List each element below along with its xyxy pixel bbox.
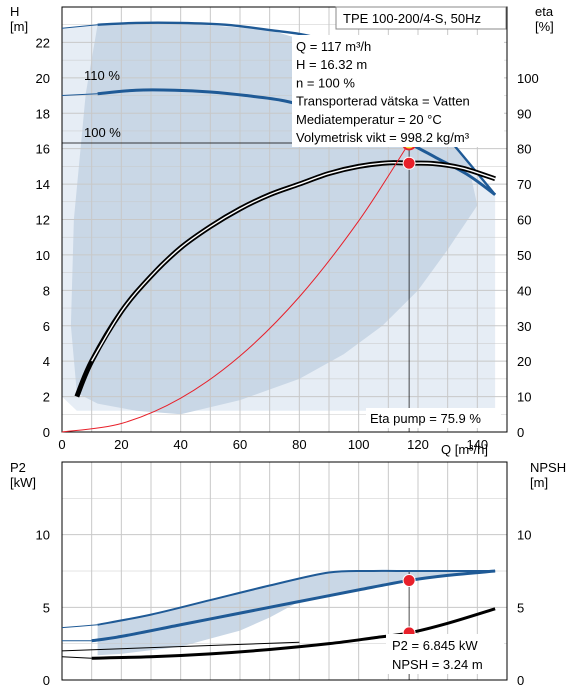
npsh-curve-upper	[61, 641, 300, 652]
power-info-line: NPSH = 3.24 m	[392, 657, 483, 672]
p2-curve-110-ext	[61, 624, 98, 629]
plot-frame-bottom	[61, 461, 508, 681]
y-axis-label-p2: P2 [kW]	[10, 460, 36, 490]
eta-point-marker	[402, 156, 416, 170]
y-tick-label-right: 60	[517, 213, 531, 228]
x-tick-label: 100	[348, 437, 370, 452]
duty-info-line: Mediatemperatur = 20 °C	[296, 112, 442, 127]
y-tick-label-left: 0	[43, 425, 50, 440]
y-tick-label-right: 20	[517, 354, 531, 369]
duty-info-line: Q = 117 m³/h	[296, 39, 371, 54]
power-info-box: P2 = 6.845 kW NPSH = 3.24 m	[386, 634, 504, 674]
x-tick-label: 40	[173, 437, 187, 452]
y-axis-label-eta: eta [%]	[535, 4, 554, 34]
x-tick-label: 80	[292, 437, 306, 452]
power-npsh-panel: 0 5 10 0 5 10	[36, 461, 531, 688]
duty-info-line: n = 100 %	[296, 75, 355, 90]
system-curve	[61, 142, 410, 433]
duty-info-bg	[292, 35, 504, 147]
y-tick-label-left: 10	[36, 528, 50, 543]
y-tick-label-right: 0	[517, 425, 524, 440]
y-tick-label-right: 70	[517, 177, 531, 192]
y-tick-label-left: 5	[43, 600, 50, 615]
p2-curve-100	[91, 569, 496, 643]
y-tick-label-left: 6	[43, 319, 50, 334]
y-tick-label-left: 12	[36, 213, 50, 228]
x-tick-label: 20	[114, 437, 128, 452]
x-axis-label-q: Q [m³/h]	[441, 442, 488, 457]
y-tick-label-right: 90	[517, 106, 531, 121]
y-tick-label-left: 4	[43, 354, 50, 369]
y-axis-label-npsh: NPSH [m]	[530, 460, 566, 490]
duty-info-line: H = 16.32 m	[296, 57, 367, 72]
y-tick-label-left: 18	[36, 106, 50, 121]
npsh-curve	[91, 607, 496, 660]
y-tick-label-right: 10	[517, 390, 531, 405]
y-tick-label-right: 0	[517, 673, 524, 688]
y-axis-label-h: H [m]	[10, 4, 28, 34]
p2-curve-110	[97, 569, 496, 626]
y-tick-label-right: 100	[517, 71, 539, 86]
y-tick-label-left: 14	[36, 177, 50, 192]
y-tick-label-left: 16	[36, 142, 50, 157]
power-info-bg	[386, 634, 504, 674]
chart-title: TPE 100-200/4-S, 50Hz	[343, 11, 481, 26]
curve-110-ext	[61, 24, 98, 29]
p2-point-marker	[402, 574, 416, 588]
x-tick-label: 140	[466, 437, 488, 452]
curve-100-ext	[61, 93, 98, 97]
x-tick-label: 60	[233, 437, 247, 452]
duty-info-line: Transporterad vätska = Vatten	[296, 94, 470, 109]
y-tick-label-left: 10	[36, 248, 50, 263]
npsh-curve-ext	[61, 656, 92, 659]
curve-label-110: 110 %	[84, 68, 120, 83]
y-tick-label-right: 50	[517, 248, 531, 263]
duty-info-box: Q = 117 m³/h H = 16.32 m n = 100 % Transpor…	[292, 35, 504, 147]
duty-info-line: Volymetrisk vikt = 998.2 kg/m³	[296, 130, 470, 145]
y-tick-label-right: 30	[517, 319, 531, 334]
y-tick-label-left: 20	[36, 71, 50, 86]
power-info-line: P2 = 6.845 kW	[392, 638, 478, 653]
plot-frame-top	[61, 6, 508, 433]
y-tick-label-right: 40	[517, 283, 531, 298]
y-tick-label-left: 22	[36, 35, 50, 50]
x-tick-label: 0	[58, 437, 65, 452]
x-tick-label: 120	[407, 437, 429, 452]
y-tick-label-right: 10	[517, 528, 531, 543]
power-envelope-area	[97, 571, 496, 656]
y-tick-label-left: 8	[43, 283, 50, 298]
y-tick-label-left: 0	[43, 673, 50, 688]
y-tick-label-right: 5	[517, 600, 524, 615]
eta-pump-label: Eta pump = 75.9 %	[370, 411, 481, 426]
y-tick-label-left: 2	[43, 390, 50, 405]
eta-curve-gap	[91, 161, 496, 362]
y-tick-label-right: 80	[517, 142, 531, 157]
eta-label-box: Eta pump = 75.9 %	[366, 408, 501, 428]
curve-label-100: 100 %	[84, 125, 121, 140]
title-box: TPE 100-200/4-S, 50Hz	[335, 6, 507, 30]
